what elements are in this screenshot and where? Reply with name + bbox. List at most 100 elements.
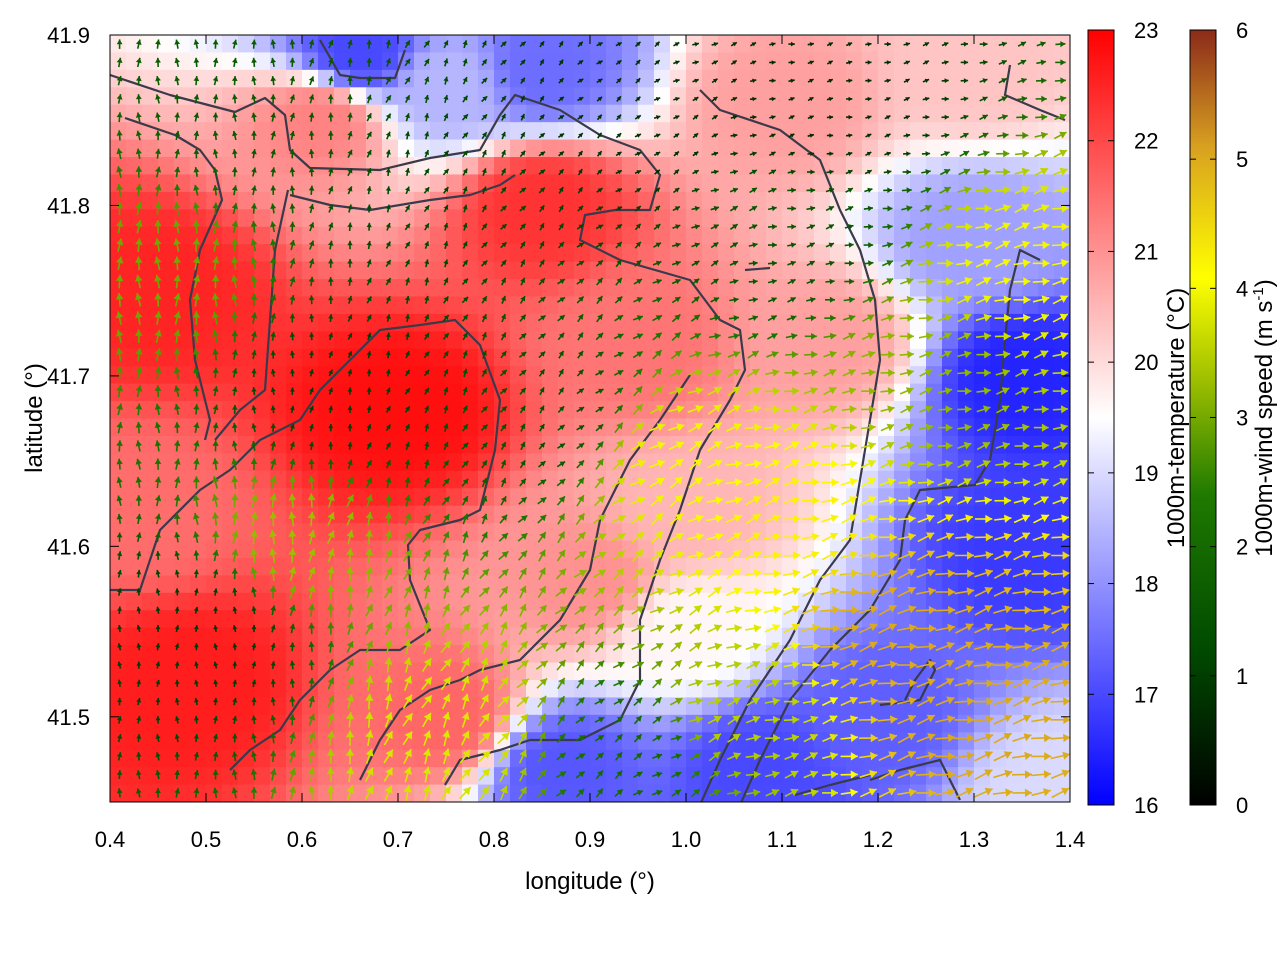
heatmap-cell bbox=[942, 209, 959, 228]
y-tick-label: 41.7 bbox=[47, 364, 90, 389]
heatmap-cell bbox=[702, 209, 719, 228]
heatmap-cell bbox=[142, 435, 159, 454]
heatmap-cell bbox=[430, 226, 447, 245]
heatmap-cell bbox=[142, 157, 159, 176]
heatmap-cell bbox=[590, 226, 607, 245]
heatmap-cell bbox=[126, 645, 143, 664]
heatmap-cell bbox=[878, 331, 895, 350]
heatmap-cell bbox=[126, 453, 143, 472]
heatmap-cell bbox=[302, 401, 319, 420]
heatmap-cell bbox=[142, 348, 159, 367]
heatmap-cell bbox=[542, 488, 559, 507]
heatmap-cell bbox=[526, 174, 543, 193]
heatmap-cell bbox=[238, 209, 255, 228]
heatmap-cell bbox=[526, 296, 543, 315]
heatmap-cell bbox=[1022, 69, 1039, 88]
heatmap-cell bbox=[798, 52, 815, 71]
heatmap-cell bbox=[142, 732, 159, 751]
heatmap-cell bbox=[430, 784, 447, 802]
heatmap-cell bbox=[350, 104, 367, 123]
heatmap-cell bbox=[510, 488, 527, 507]
heatmap-cell bbox=[958, 662, 975, 681]
heatmap-cell bbox=[846, 191, 863, 210]
heatmap-cell bbox=[494, 645, 511, 664]
heatmap-cell bbox=[590, 191, 607, 210]
heatmap-cell bbox=[206, 87, 223, 106]
temperature-colorbar-tick-label: 19 bbox=[1134, 461, 1158, 486]
heatmap-cell bbox=[638, 366, 655, 385]
heatmap-cell bbox=[638, 139, 655, 158]
heatmap-cell bbox=[494, 261, 511, 280]
heatmap-cell bbox=[238, 645, 255, 664]
heatmap-cell bbox=[286, 261, 303, 280]
heatmap-cell bbox=[542, 35, 559, 54]
heatmap-cell bbox=[206, 366, 223, 385]
heatmap-cell bbox=[510, 348, 527, 367]
heatmap-cell bbox=[798, 470, 815, 489]
heatmap-cell bbox=[926, 435, 943, 454]
heatmap-cell bbox=[142, 261, 159, 280]
heatmap-cell bbox=[1054, 226, 1070, 245]
heatmap-cell bbox=[270, 191, 287, 210]
heatmap-cell bbox=[350, 523, 367, 542]
heatmap-cell bbox=[1022, 226, 1039, 245]
heatmap-cell bbox=[606, 523, 623, 542]
heatmap-cell bbox=[126, 784, 143, 802]
heatmap-cell bbox=[398, 157, 415, 176]
heatmap-cell bbox=[942, 52, 959, 71]
heatmap-cell bbox=[270, 296, 287, 315]
heatmap-cell bbox=[286, 122, 303, 141]
heatmap-cell bbox=[734, 87, 751, 106]
heatmap-cell bbox=[494, 35, 511, 54]
heatmap-cell bbox=[334, 331, 351, 350]
heatmap-cell bbox=[110, 104, 127, 123]
heatmap-cell bbox=[750, 313, 767, 332]
heatmap-cell bbox=[302, 122, 319, 141]
heatmap-cell bbox=[350, 52, 367, 71]
heatmap-cell bbox=[334, 157, 351, 176]
heatmap-cell bbox=[334, 418, 351, 437]
x-tick-label: 0.5 bbox=[191, 827, 222, 852]
heatmap-cell bbox=[334, 383, 351, 402]
heatmap-cell bbox=[334, 401, 351, 420]
heatmap-cell bbox=[318, 209, 335, 228]
heatmap-cell bbox=[606, 174, 623, 193]
heatmap-cell bbox=[334, 261, 351, 280]
heatmap-cell bbox=[654, 366, 671, 385]
heatmap-cell bbox=[526, 348, 543, 367]
heatmap-cell bbox=[558, 488, 575, 507]
heatmap-cell bbox=[894, 296, 911, 315]
heatmap-cell bbox=[222, 279, 239, 298]
heatmap-cell bbox=[910, 226, 927, 245]
heatmap-cell bbox=[910, 191, 927, 210]
heatmap-cell bbox=[286, 366, 303, 385]
heatmap-cell bbox=[254, 52, 271, 71]
heatmap-cell bbox=[494, 557, 511, 576]
heatmap-cell bbox=[462, 470, 479, 489]
heatmap-cell bbox=[622, 401, 639, 420]
heatmap-cell bbox=[766, 191, 783, 210]
heatmap-cell bbox=[302, 767, 319, 786]
heatmap-cell bbox=[174, 313, 191, 332]
heatmap-cell bbox=[270, 383, 287, 402]
heatmap-cell bbox=[638, 331, 655, 350]
heatmap-cell bbox=[446, 313, 463, 332]
heatmap-cell bbox=[590, 435, 607, 454]
heatmap-cell bbox=[254, 174, 271, 193]
heatmap-cell bbox=[1022, 261, 1039, 280]
heatmap-cell bbox=[190, 784, 207, 802]
heatmap-cell bbox=[782, 279, 799, 298]
heatmap-cell bbox=[638, 226, 655, 245]
heatmap-cell bbox=[942, 296, 959, 315]
heatmap-cell bbox=[478, 157, 495, 176]
heatmap-cell bbox=[254, 627, 271, 646]
heatmap-cell bbox=[238, 261, 255, 280]
heatmap-cell bbox=[750, 69, 767, 88]
wind-colorbar-tick-label: 4 bbox=[1236, 276, 1248, 301]
heatmap-cell bbox=[798, 122, 815, 141]
heatmap-cell bbox=[318, 139, 335, 158]
heatmap-cell bbox=[670, 122, 687, 141]
heatmap-cell bbox=[686, 244, 703, 263]
heatmap-cell bbox=[910, 296, 927, 315]
heatmap-cell bbox=[718, 348, 735, 367]
